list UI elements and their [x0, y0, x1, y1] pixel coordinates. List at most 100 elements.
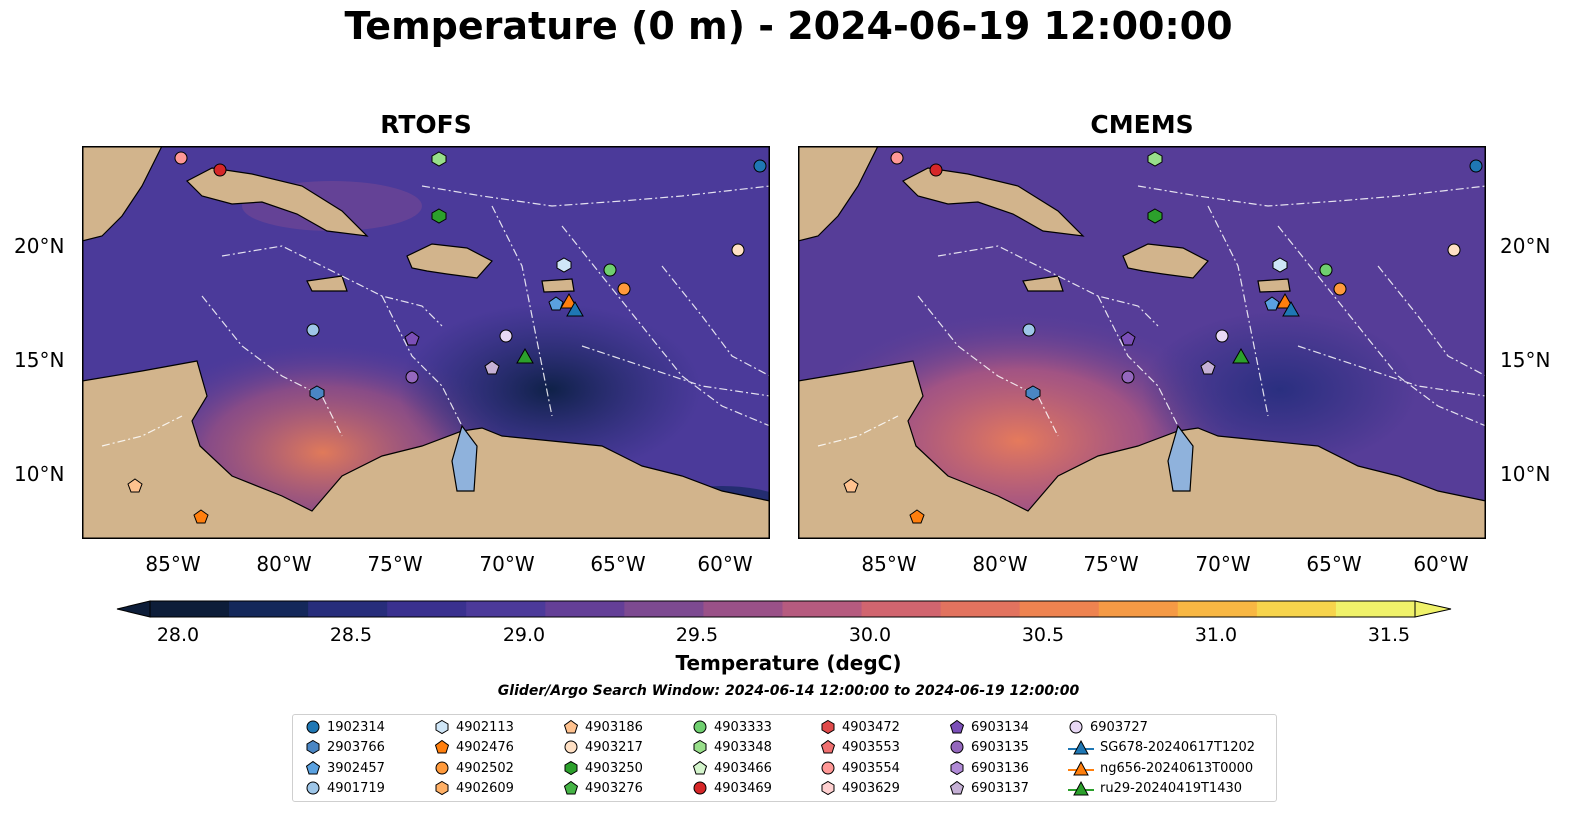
lat-label-10n-right: 10°N	[1500, 462, 1551, 486]
marker-ru29	[516, 347, 534, 364]
pentagon-marker-icon	[434, 739, 450, 754]
legend-item: 4903472	[820, 717, 900, 737]
legend-item: ng656-20240613T0000	[1068, 758, 1253, 778]
legend-label: 2903766	[327, 740, 385, 755]
legend-item: 4903276	[563, 779, 643, 799]
triangle-marker-icon	[1068, 739, 1094, 755]
circle-marker-icon	[306, 781, 320, 795]
marker-4903554	[890, 151, 904, 165]
circle-marker-icon	[693, 720, 707, 733]
lon-label-85w-right: 85°W	[861, 552, 917, 576]
legend-item: 4903250	[563, 758, 643, 778]
marker-4903186	[127, 478, 143, 493]
pentagon-marker-icon	[563, 719, 579, 733]
circle-marker-icon	[435, 761, 449, 774]
marker-3902457	[1264, 296, 1280, 311]
float-markers	[843, 151, 1483, 524]
map-panel-cmems	[798, 146, 1486, 539]
legend-item: 4903469	[692, 779, 772, 799]
colorbar-segment	[545, 601, 625, 617]
legend-label: 6903136	[971, 760, 1029, 776]
triangle-marker-icon	[1068, 780, 1094, 796]
panel-title-cmems: CMEMS	[1090, 110, 1194, 139]
marker-6903134	[404, 331, 420, 346]
colorbar-frame	[149, 600, 1416, 618]
lon-label-80w-right: 80°W	[972, 552, 1028, 576]
legend-label: 4903472	[842, 719, 900, 735]
legend-label: SG678-20240617T1202	[1100, 740, 1256, 755]
land-masses	[798, 146, 1486, 539]
colorbar-label: Temperature (degC)	[675, 651, 902, 675]
pentagon-marker-icon	[692, 760, 708, 774]
legend-label: 4903348	[714, 740, 772, 755]
legend-item: 6903137	[949, 779, 1029, 799]
colorbar-extend-low	[116, 600, 151, 618]
legend-label: 4903469	[714, 781, 772, 796]
lon-label-60w-right: 60°W	[1413, 552, 1469, 576]
float-markers	[127, 151, 767, 524]
legend-label: ng656-20240613T0000	[1100, 760, 1254, 776]
legend-label: 4903553	[842, 740, 900, 755]
legend-label: 4903554	[842, 760, 900, 776]
marker-2903766	[309, 385, 325, 401]
marker-6903137	[484, 360, 500, 375]
legend-label: 6903135	[971, 740, 1029, 755]
circle-marker-icon	[821, 761, 835, 774]
pentagon-marker-icon	[563, 780, 579, 795]
legend-item: 6903135	[949, 738, 1029, 758]
circle-marker-icon	[693, 781, 707, 795]
marker-6903727	[1215, 329, 1229, 343]
legend-item: 4903348	[692, 738, 772, 758]
lat-label-20n-right: 20°N	[1500, 234, 1551, 258]
colorbar-tick-31-5: 31.5	[1367, 624, 1411, 646]
marker-4901719	[1022, 323, 1036, 337]
pentagon-marker-icon	[305, 760, 321, 774]
legend-label: 4903629	[842, 781, 900, 796]
colorbar-tick-29-5: 29.5	[675, 624, 719, 646]
legend-label: 4903186	[585, 719, 643, 735]
marker-6903135	[405, 370, 419, 384]
circle-marker-icon	[950, 740, 964, 754]
legend-item: 4902113	[434, 717, 514, 737]
colorbar-segment	[1256, 601, 1337, 617]
marker-4903217	[731, 243, 745, 257]
colorbar-segment	[1335, 601, 1416, 617]
circle-marker-icon	[564, 740, 578, 754]
legend-label: 4902476	[456, 740, 514, 755]
marker-6903134	[1120, 331, 1136, 346]
legend-item: 4901719	[305, 779, 385, 799]
legend-label: 3902457	[327, 760, 385, 776]
hexagon-marker-icon	[693, 739, 707, 755]
marker-4903554	[174, 151, 188, 165]
marker-4902113	[1272, 257, 1288, 273]
temperature-colorbar	[116, 600, 1452, 618]
legend-label: 4903250	[585, 760, 643, 776]
legend-item: 4902609	[434, 779, 514, 799]
marker-4902476	[909, 509, 925, 524]
panel-title-rtofs: RTOFS	[380, 110, 472, 139]
legend-item: 4903553	[820, 738, 900, 758]
colorbar-tick-28-0: 28.0	[156, 624, 200, 646]
hexagon-marker-icon	[435, 719, 449, 734]
marker-4902476	[193, 509, 209, 524]
legend-item: SG678-20240617T1202	[1068, 738, 1255, 758]
eez-boundaries	[817, 185, 1486, 447]
marker-4903348	[431, 151, 447, 167]
colorbar-segment	[940, 601, 1021, 617]
map-frame	[798, 146, 1486, 539]
marker-sg678	[1282, 300, 1300, 317]
hexagon-marker-icon	[950, 760, 964, 775]
hexagon-marker-icon	[306, 739, 320, 755]
legend-item: 4903554	[820, 758, 900, 778]
legend-label: 4903276	[585, 781, 643, 796]
land-masses	[82, 146, 770, 539]
colorbar-segment	[466, 601, 546, 617]
search-window-caption: Glider/Argo Search Window: 2024-06-14 12…	[497, 683, 1080, 699]
colorbar-segment	[703, 601, 783, 617]
legend-item: 4903217	[563, 738, 643, 758]
legend-label: 6903134	[971, 719, 1029, 735]
figure-title: Temperature (0 m) - 2024-06-19 12:00:00	[344, 4, 1233, 48]
marker-2903766	[1025, 385, 1041, 401]
marker-4902113	[556, 257, 572, 273]
marker-6903727	[499, 329, 513, 343]
